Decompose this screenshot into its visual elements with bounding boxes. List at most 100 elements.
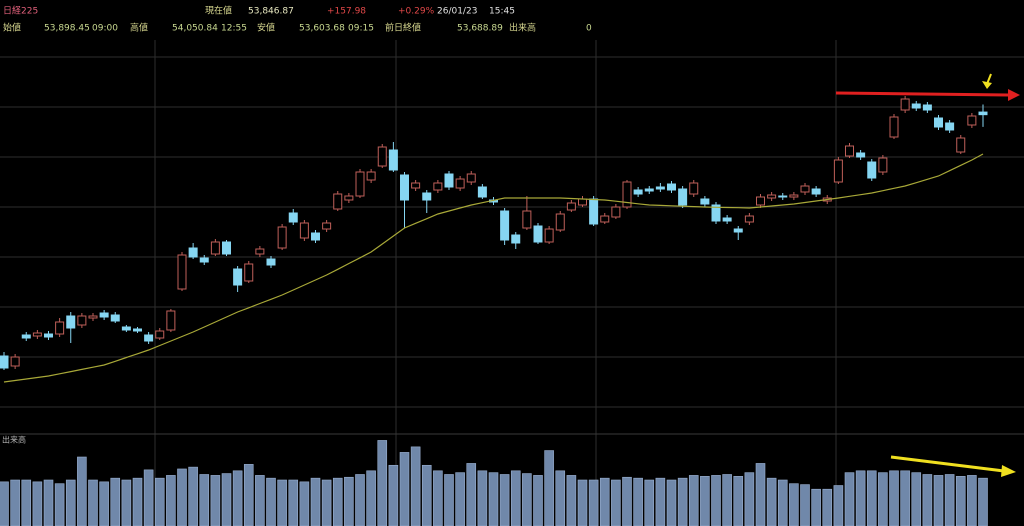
marks — [0, 96, 988, 526]
volume-bar — [399, 452, 410, 526]
volume-bar — [811, 488, 821, 526]
volume-bar — [633, 477, 643, 526]
quote-label: 現在値 — [205, 5, 232, 17]
candle-body — [377, 146, 387, 167]
volume-bar — [243, 464, 254, 526]
candle-body — [611, 206, 621, 218]
candle-body — [66, 315, 76, 329]
candle-body — [600, 215, 610, 223]
candle-body — [299, 222, 309, 239]
volume-bar — [488, 472, 499, 526]
candle-body — [722, 217, 732, 222]
volume-bar — [199, 474, 210, 526]
volume-bar — [900, 470, 910, 526]
candle-body — [733, 228, 743, 233]
candle-body — [266, 258, 276, 266]
candle-body — [255, 248, 265, 255]
volume-bar — [933, 475, 944, 526]
volume-bar — [255, 475, 265, 526]
quote-change-pct: +0.29% — [398, 7, 435, 17]
candle-body — [466, 173, 476, 183]
quote-time: 09:00 — [92, 24, 118, 34]
volume-bar — [321, 479, 332, 526]
candle-body — [77, 315, 87, 326]
volume-bar — [644, 479, 655, 526]
quote-change: +157.98 — [327, 7, 366, 17]
volume-bar — [10, 479, 20, 526]
candle-body — [166, 310, 176, 331]
candle-body — [845, 145, 854, 157]
candle-body — [667, 183, 676, 191]
candle-body — [477, 186, 487, 198]
candle-body — [889, 116, 899, 138]
candle-body — [222, 241, 231, 255]
candle-body — [744, 215, 754, 223]
volume-bar — [421, 464, 432, 526]
annotation-arrow — [890, 455, 1005, 473]
volume-bar — [733, 476, 744, 526]
volume-bar — [522, 473, 532, 526]
quote-label: 出来高 — [509, 22, 536, 34]
volume-bar — [655, 477, 666, 526]
candle-body — [455, 178, 465, 189]
candle-body — [967, 115, 977, 126]
volume-bar — [344, 476, 354, 526]
candle-body — [121, 326, 131, 331]
candle-body — [700, 198, 710, 205]
volume-bar — [755, 463, 766, 526]
quote-date: 26/01/23 — [437, 7, 477, 17]
candle-body — [544, 228, 554, 243]
volume-bar — [433, 470, 443, 526]
annotation-arrowhead — [982, 81, 992, 89]
quote-label: 始値 — [3, 22, 21, 34]
quote-value: 53,846.87 — [248, 7, 294, 17]
volume-bar — [65, 479, 76, 526]
candle-body — [789, 194, 799, 198]
volume-bar — [688, 475, 699, 526]
candle-body — [133, 328, 142, 332]
quote-value: 53,898.45 — [44, 24, 90, 34]
volume-bar — [711, 475, 721, 526]
candle-body — [900, 98, 910, 111]
quote-time: 09:15 — [348, 24, 374, 34]
volume-bar — [599, 477, 610, 526]
candle-body — [778, 195, 788, 198]
candle-body — [711, 204, 721, 222]
volume-bar — [533, 475, 543, 526]
candle-body — [833, 159, 843, 183]
candle-body — [678, 188, 688, 206]
quote-label: 安値 — [257, 22, 275, 34]
volume-bar — [789, 483, 799, 526]
annotation-arrow — [835, 91, 1009, 97]
instrument-name: 日経225 — [3, 5, 38, 17]
candle-body — [655, 186, 665, 190]
candle-body — [277, 226, 287, 249]
candle-body — [622, 181, 632, 208]
volume-bar — [310, 477, 321, 526]
volume-bar — [544, 450, 554, 526]
volume-bar — [121, 479, 132, 526]
candle-body — [244, 263, 254, 282]
volume-bar — [288, 479, 299, 526]
candle-body — [411, 182, 421, 189]
volume-bar — [878, 472, 888, 526]
candle-body — [344, 195, 354, 201]
candle-body — [388, 149, 398, 171]
quote-value: 0 — [586, 24, 592, 34]
volume-bar — [922, 474, 933, 526]
annotations — [835, 73, 1020, 477]
volume-bar — [744, 472, 755, 526]
volume-bar — [822, 488, 833, 526]
candle-body — [155, 330, 165, 339]
volume-bar — [143, 469, 154, 526]
quote-value: 54,050.84 — [172, 24, 218, 34]
candle-body — [44, 333, 53, 338]
candle-body — [233, 268, 243, 286]
volume-bar — [499, 474, 510, 526]
grid — [0, 40, 1024, 526]
candle-body — [433, 182, 443, 191]
candle-body — [99, 312, 109, 318]
candle-body — [322, 222, 332, 230]
volume-bar — [388, 464, 399, 526]
candle-body — [566, 202, 576, 211]
